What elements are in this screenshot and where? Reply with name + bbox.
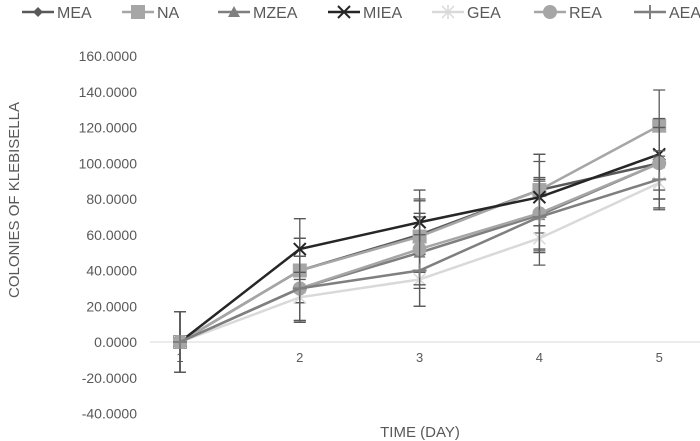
y-tick-label: 20.0000 (86, 298, 137, 314)
legend-item-miea: MIEA (328, 5, 402, 22)
y-tick-label: 0.0000 (94, 334, 137, 350)
legend-label: MEA (57, 5, 92, 22)
x-axis-title: TIME (DAY) (380, 424, 460, 441)
diamond-marker (33, 7, 43, 17)
legend-label: MIEA (363, 5, 402, 22)
legend-label: MZEA (253, 5, 298, 22)
square-marker (131, 5, 145, 19)
y-tick-label: 100.0000 (79, 155, 138, 171)
y-tick-label: -20.0000 (82, 370, 137, 386)
star-marker (441, 5, 455, 19)
triangle-marker (228, 6, 240, 17)
x-tick-label: 5 (656, 350, 663, 365)
plus-marker (643, 5, 657, 19)
series-aea (173, 150, 667, 374)
y-tick-label: 140.0000 (79, 84, 138, 100)
legend-label: REA (569, 5, 602, 22)
y-axis-title: COLONIES OF KLEBISELLA (6, 102, 23, 298)
legend-label: AEA (669, 5, 700, 22)
legend-item-mzea: MZEA (218, 5, 298, 22)
y-tick-label: -40.0000 (82, 406, 137, 422)
x-tick-label: 4 (536, 350, 543, 365)
legend-item-rea: REA (534, 5, 602, 22)
circle-marker (543, 5, 557, 19)
legend-item-na: NA (122, 5, 180, 22)
plot-area (173, 89, 667, 374)
x-tick-label: 3 (416, 350, 423, 365)
plus-marker (412, 263, 427, 278)
legend-item-mea: MEA (22, 5, 92, 22)
x-marker (337, 5, 351, 19)
y-tick-label: 40.0000 (86, 263, 137, 279)
y-tick-label: 160.0000 (79, 48, 138, 64)
x-marker (293, 242, 307, 256)
y-tick-label: 120.0000 (79, 120, 138, 136)
plus-marker (292, 281, 307, 296)
plus-marker (173, 335, 187, 349)
y-tick-label: 80.0000 (86, 191, 137, 207)
y-axis: -40.0000 -20.0000 0.0000 20.0000 40.0000 60.0… (79, 48, 138, 422)
legend-item-gea: GEA (432, 5, 501, 22)
legend-label: GEA (467, 5, 501, 22)
legend-item-aea: AEA (634, 5, 700, 22)
plus-marker (532, 209, 547, 224)
legend: MEA NA MZEA MIEA GEA REA AEA (22, 5, 700, 22)
x-tick-label: 2 (296, 350, 303, 365)
plus-marker (652, 172, 667, 187)
legend-label: NA (157, 5, 180, 22)
y-tick-label: 60.0000 (86, 227, 137, 243)
